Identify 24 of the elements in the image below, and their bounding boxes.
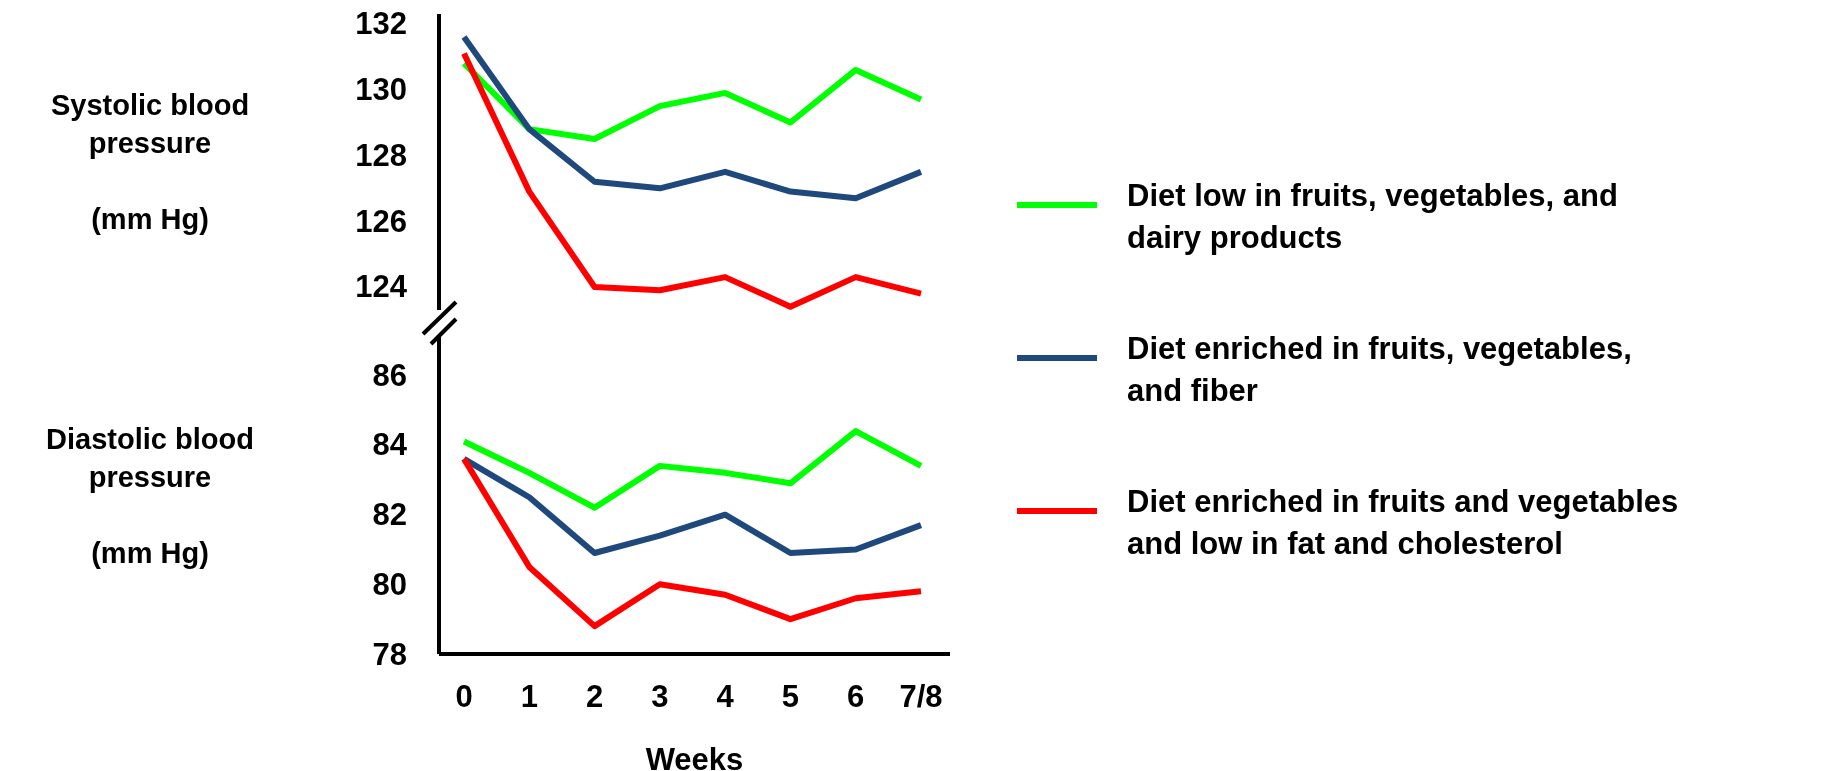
y-tick-label: 84 [372,427,408,463]
text: Systolic blood pressure (mm Hg) [50,89,250,235]
x-axis-title: Weeks [645,741,744,771]
y-tick-label: 80 [372,566,407,602]
x-tick-label: 7/8 [899,678,943,714]
x-tick-label: 6 [847,678,865,714]
legend-label: Diet enriched in fruits and vegetables and low in fat and cholesterol [1127,483,1679,561]
y-tick-label: 130 [355,72,407,108]
y-tick-label: 126 [355,203,407,239]
y-tick-label: 124 [355,269,408,305]
x-tick-label: 3 [651,678,669,714]
x-tick-label: 1 [520,678,538,714]
legend-label: Diet low in fruits, vegetables, and dairy products [1127,177,1618,255]
y-tick-label: 86 [372,357,407,393]
x-tick-label: 4 [716,678,735,714]
text: Diastolic blood pressure (mm Hg) [46,422,254,569]
legend-label: Diet enriched in fruits, vegetables, and fiber [1127,330,1632,408]
x-tick-label: 2 [585,678,604,714]
x-tick-label: 5 [781,678,800,714]
y-tick-label: 128 [355,137,407,173]
y-tick-label: 78 [372,636,407,672]
y-tick-label: 82 [372,497,407,533]
y-tick-label: 132 [355,6,407,42]
x-tick-label: 0 [455,678,473,714]
